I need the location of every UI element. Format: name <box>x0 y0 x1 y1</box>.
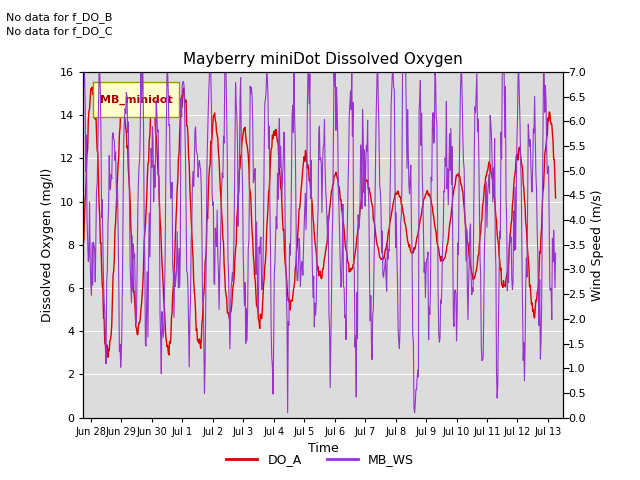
Text: No data for f_DO_B: No data for f_DO_B <box>6 12 113 23</box>
Title: Mayberry miniDot Dissolved Oxygen: Mayberry miniDot Dissolved Oxygen <box>183 52 463 67</box>
Y-axis label: Dissolved Oxygen (mg/l): Dissolved Oxygen (mg/l) <box>42 168 54 322</box>
X-axis label: Time: Time <box>308 442 339 455</box>
Y-axis label: Wind Speed (m/s): Wind Speed (m/s) <box>591 189 604 300</box>
Legend: DO_A, MB_WS: DO_A, MB_WS <box>221 448 419 471</box>
Text: No data for f_DO_C: No data for f_DO_C <box>6 26 113 37</box>
